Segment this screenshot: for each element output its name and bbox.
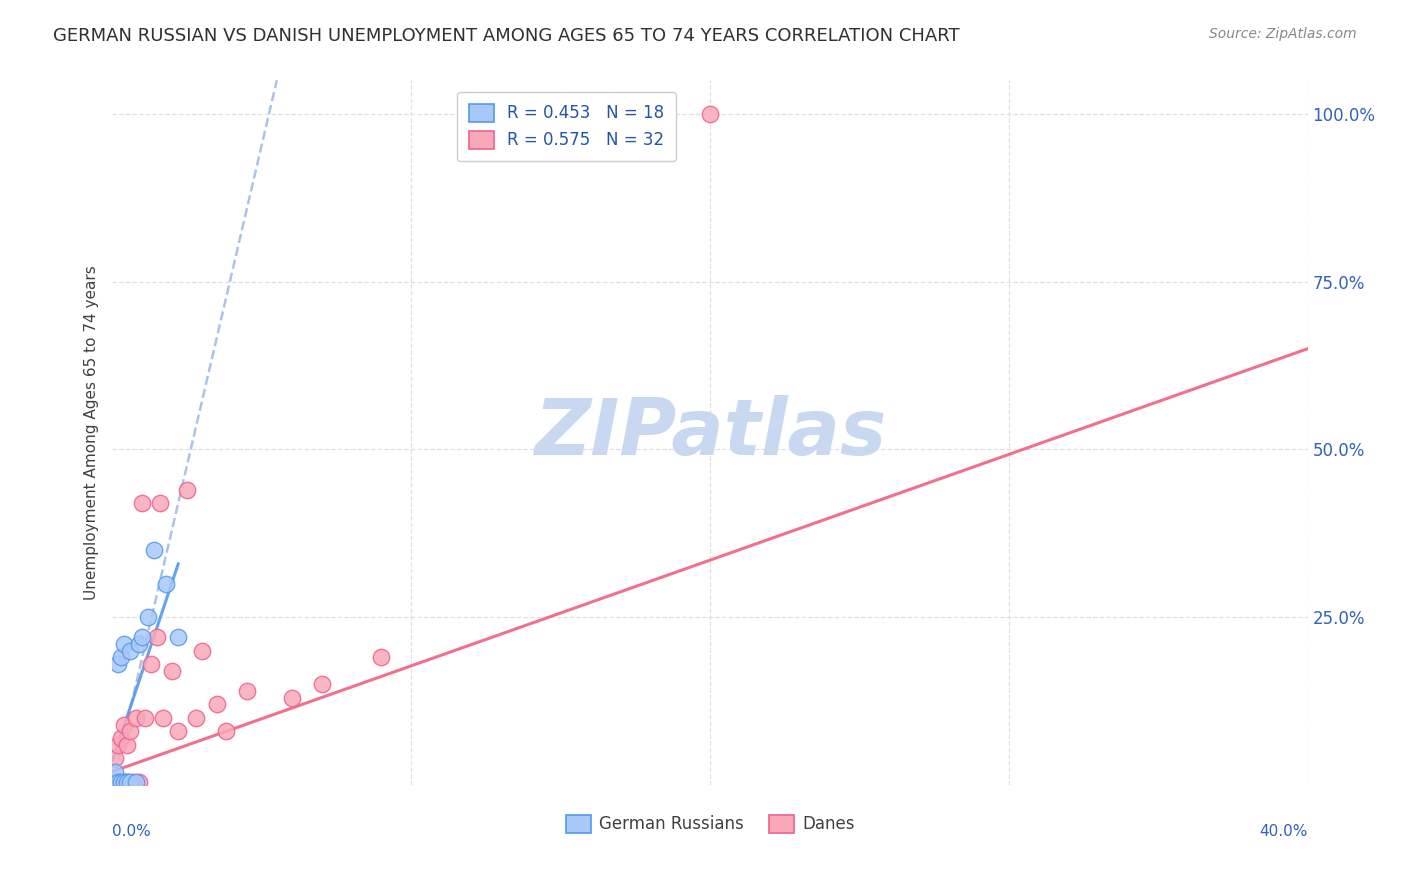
Text: GERMAN RUSSIAN VS DANISH UNEMPLOYMENT AMONG AGES 65 TO 74 YEARS CORRELATION CHAR: GERMAN RUSSIAN VS DANISH UNEMPLOYMENT AM… — [53, 27, 960, 45]
Point — [131, 496, 153, 510]
Text: Source: ZipAtlas.com: Source: ZipAtlas.com — [1209, 27, 1357, 41]
Point — [370, 650, 392, 665]
Point — [215, 724, 238, 739]
Point — [191, 644, 214, 658]
Point — [104, 774, 127, 789]
Point — [125, 711, 148, 725]
Point — [120, 644, 142, 658]
Point — [236, 684, 259, 698]
Point — [114, 637, 135, 651]
Point — [107, 657, 129, 672]
Point — [122, 774, 145, 789]
Text: 40.0%: 40.0% — [1260, 823, 1308, 838]
Point — [114, 717, 135, 731]
Point — [110, 774, 132, 789]
Y-axis label: Unemployment Among Ages 65 to 74 years: Unemployment Among Ages 65 to 74 years — [83, 265, 98, 600]
Point — [167, 724, 190, 739]
Point — [114, 774, 135, 789]
Point — [107, 774, 129, 789]
Point — [104, 764, 127, 779]
Point — [152, 711, 174, 725]
Legend: German Russians, Danes: German Russians, Danes — [560, 808, 860, 840]
Point — [104, 774, 127, 789]
Point — [107, 738, 129, 752]
Point — [110, 650, 132, 665]
Point — [143, 543, 166, 558]
Point — [110, 774, 132, 789]
Point — [141, 657, 163, 672]
Point — [110, 731, 132, 745]
Point — [120, 774, 142, 789]
Point — [107, 774, 129, 789]
Text: 0.0%: 0.0% — [112, 823, 152, 838]
Point — [162, 664, 183, 678]
Point — [699, 107, 721, 121]
Point — [131, 630, 153, 644]
Point — [149, 496, 172, 510]
Point — [134, 711, 156, 725]
Point — [146, 630, 169, 644]
Point — [117, 738, 139, 752]
Point — [281, 690, 304, 705]
Point — [117, 774, 139, 789]
Point — [186, 711, 208, 725]
Point — [167, 630, 190, 644]
Point — [176, 483, 198, 497]
Point — [138, 610, 160, 624]
Point — [128, 774, 150, 789]
Point — [104, 751, 127, 765]
Point — [311, 677, 333, 691]
Point — [117, 774, 139, 789]
Point — [128, 637, 150, 651]
Point — [155, 576, 177, 591]
Point — [205, 698, 228, 712]
Text: ZIPatlas: ZIPatlas — [534, 394, 886, 471]
Point — [125, 774, 148, 789]
Point — [114, 774, 135, 789]
Point — [120, 724, 142, 739]
